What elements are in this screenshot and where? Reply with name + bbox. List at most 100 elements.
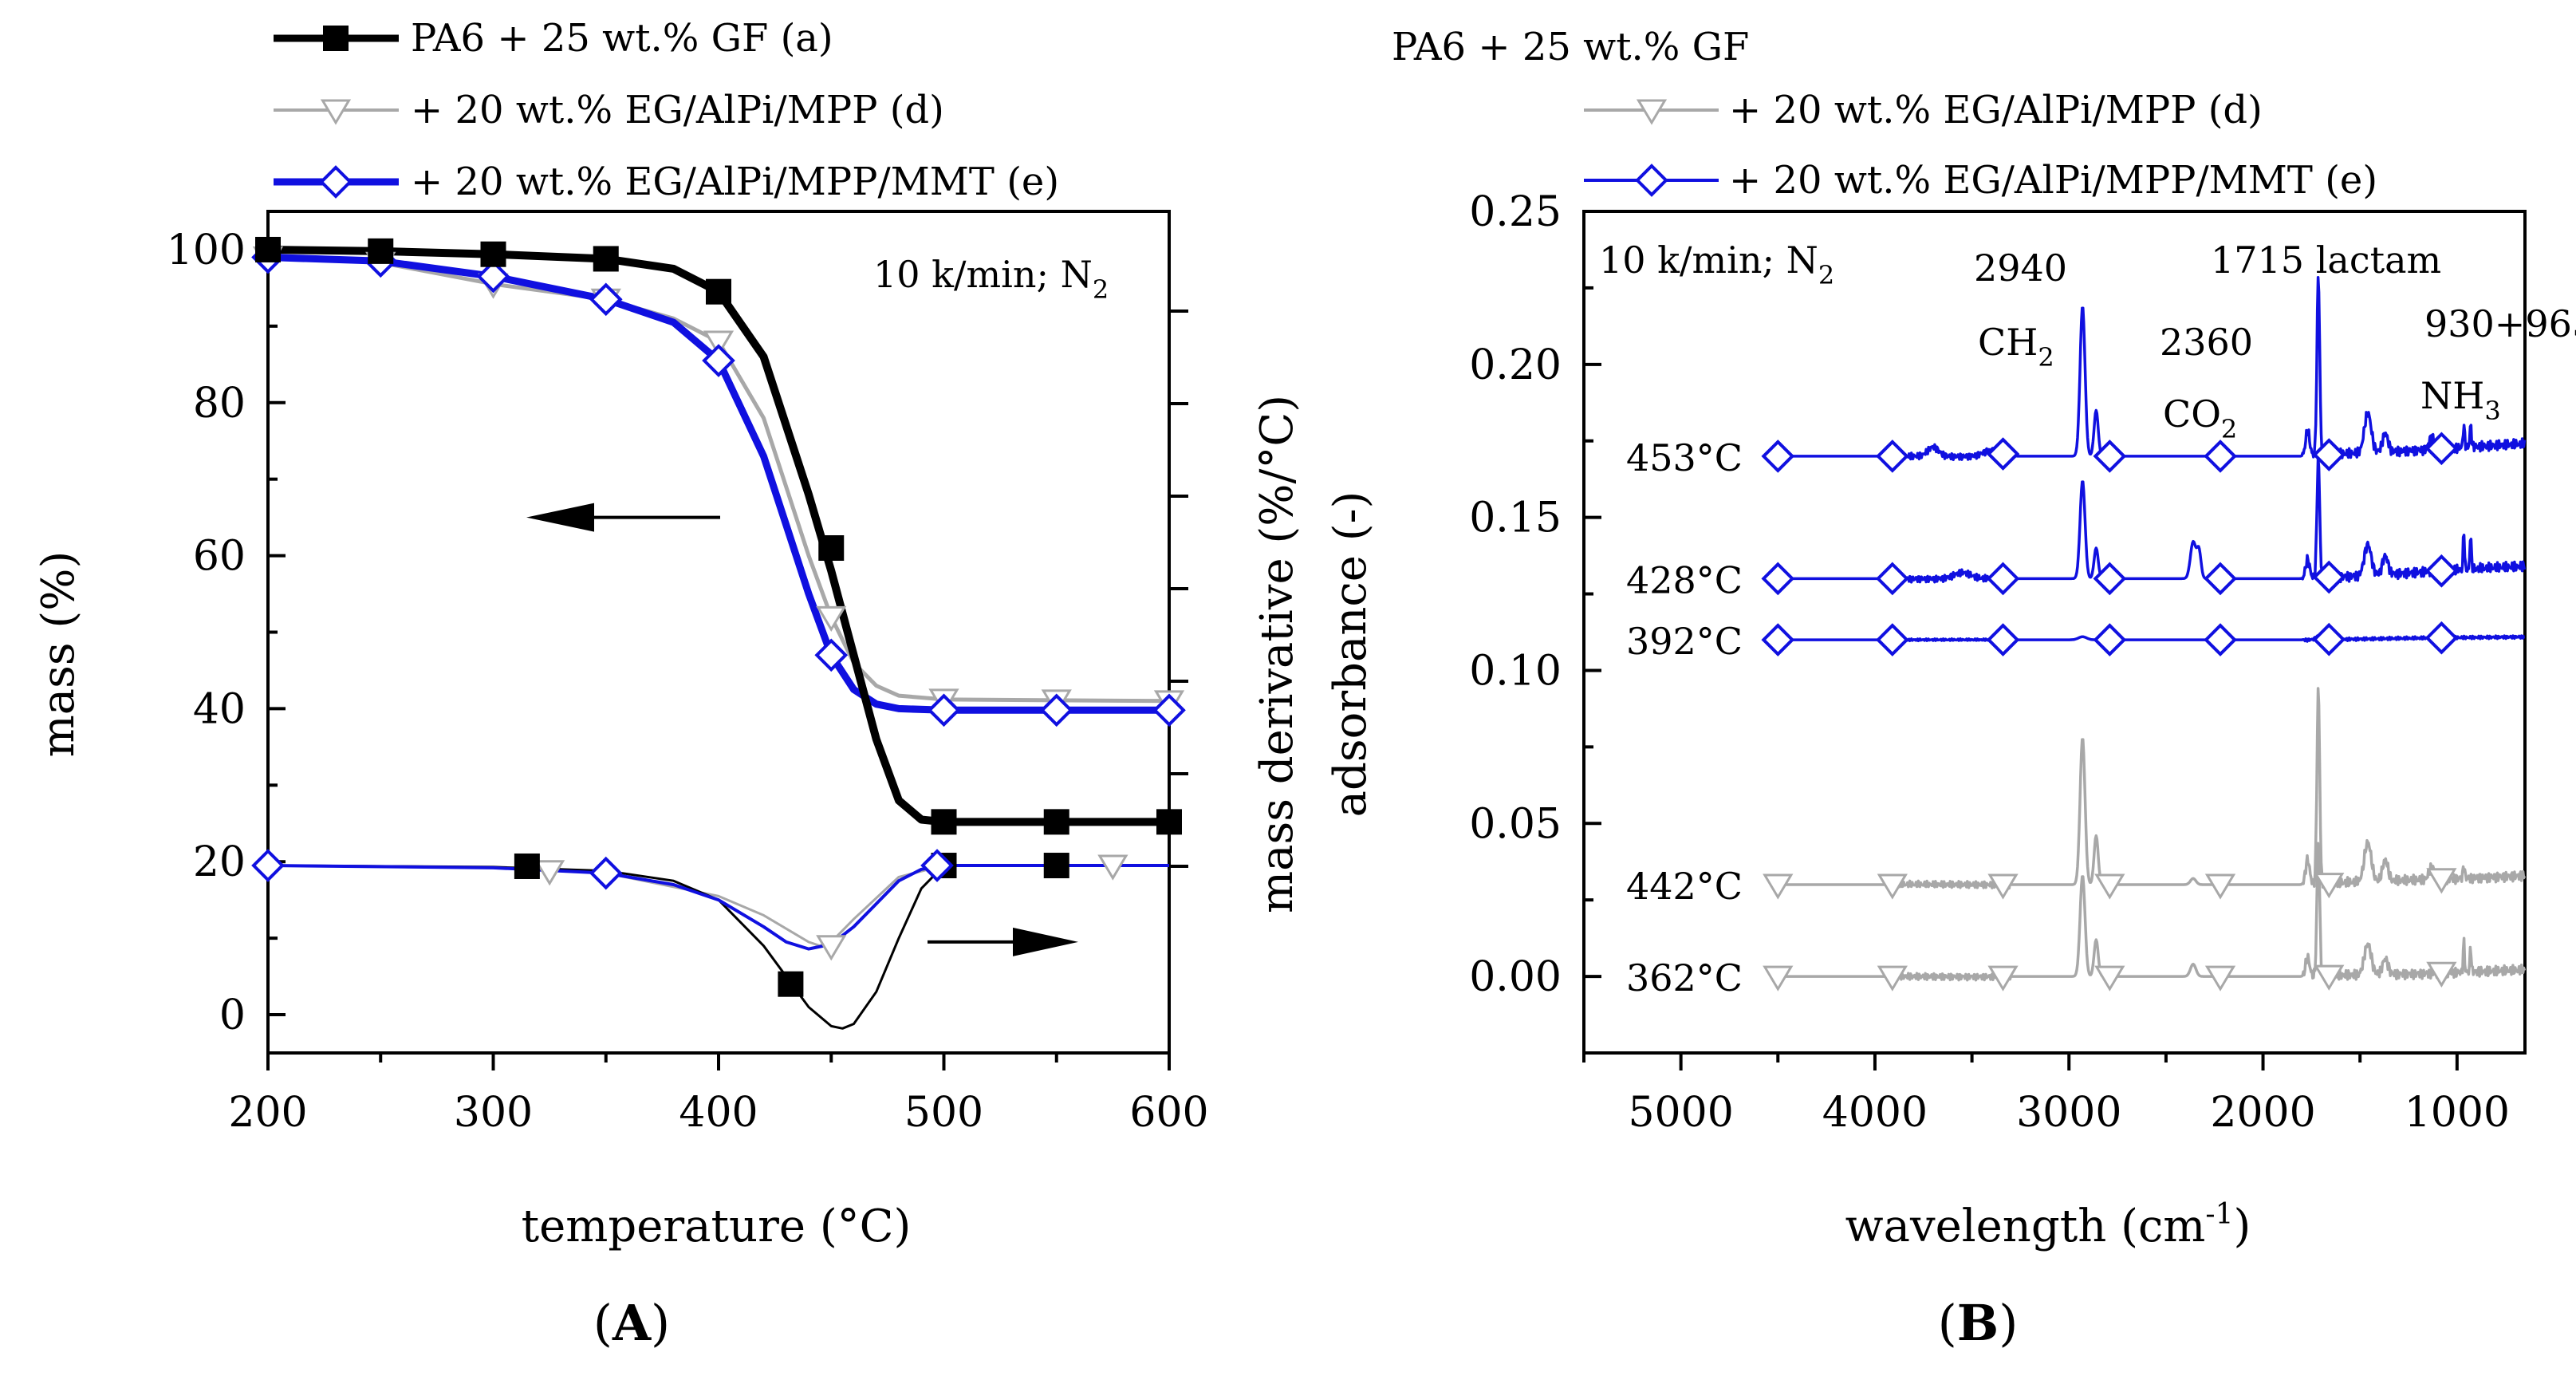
panel-b-ylabel: adsorbance (-)	[1325, 491, 1377, 818]
marker-spectrum-428-c	[2093, 562, 2127, 596]
curve-label-442-c: 442°C	[1626, 865, 1743, 908]
legend-label-b-20-wt-eg-alpi-mpp-mmt-e: + 20 wt.% EG/AlPi/MPP/MMT (e)	[1729, 158, 2377, 203]
panel-a-ytick-label-40: 40	[193, 685, 246, 733]
derivative-arrow-head	[1013, 927, 1078, 956]
panel-b-ytick-label-0.15: 0.15	[1469, 495, 1562, 542]
annotation-1715-lactam: 1715 lactam	[2211, 239, 2441, 282]
marker-spectrum-428-c	[2204, 562, 2237, 596]
marker-pa6-25-wt-gf-a-mass	[931, 809, 957, 835]
marker-spectrum-392-c	[2312, 622, 2346, 656]
marker-20-wt-eg-alpi-mpp-mmt-e-mass	[927, 693, 961, 727]
curve-label-362-c: 362°C	[1626, 956, 1743, 999]
panel-a-label: (A)	[593, 1294, 671, 1352]
marker-20-wt-eg-alpi-mpp-d-mass	[703, 330, 735, 357]
panel-b-chart: PA6 + 25 wt.% GF + 20 wt.% EG/AlPi/MPP (…	[1325, 25, 2576, 1352]
marker-spectrum-453-c	[1876, 440, 1909, 473]
marker-spectrum-362-c	[2426, 961, 2457, 988]
marker-spectrum-362-c	[2204, 965, 2236, 992]
marker-20-wt-eg-alpi-mpp-mmt-e-mass	[476, 259, 510, 294]
marker-20-wt-eg-alpi-mpp-d-mass-derivative	[1097, 854, 1128, 881]
marker-pa6-25-wt-gf-a-mass	[1156, 809, 1182, 835]
series-20-wt-eg-alpi-mpp-d-mass	[267, 255, 1170, 704]
marker-pa6-25-wt-gf-a-mass	[818, 535, 845, 561]
panel-a-ylabel: mass (%)	[33, 551, 85, 758]
legend-label-pa6-25-wt-gf-a: PA6 + 25 wt.% GF (a)	[411, 16, 833, 61]
panel-b-legend-title: PA6 + 25 wt.% GF	[1392, 25, 1749, 69]
mass-arrow-head	[526, 503, 594, 532]
marker-spectrum-442-c	[1763, 873, 1794, 900]
panel-a-xlabel: temperature (°C)	[522, 1201, 912, 1252]
marker-pa6-25-wt-gf-a-mass	[255, 236, 281, 262]
marker-20-wt-eg-alpi-mpp-mmt-e-mass	[702, 344, 735, 377]
panel-b-axes: 5000 4000 3000 2000 1000 0.00 0.05 0.10 0.15 0.20…	[1469, 188, 2527, 1137]
marker-spectrum-453-c	[2312, 438, 2346, 471]
curve-label-392-c: 392°C	[1626, 620, 1743, 663]
panel-a-xtick-label-400: 400	[679, 1089, 758, 1137]
panel-b-xlabel: wavelength (cm-1)	[1845, 1198, 2251, 1252]
curve-label-428-c: 428°C	[1626, 558, 1743, 601]
panel-a-y2label: mass derivative (%/°C)	[1251, 395, 1303, 913]
marker-spectrum-428-c	[1986, 562, 2020, 596]
series-20-wt-eg-alpi-mpp-mmt-e-mass	[267, 254, 1169, 714]
panel-a-ytick-label-100: 100	[167, 227, 246, 274]
marker-20-wt-eg-alpi-mpp-mmt-e-mass	[1039, 693, 1073, 727]
marker-spectrum-453-c	[2093, 440, 2127, 473]
marker-spectrum-442-c	[2426, 868, 2457, 894]
legend-marker-20-wt-eg-alpi-mpp-mmt-e	[319, 165, 353, 199]
marker-pa6-25-wt-gf-a-mass	[706, 278, 731, 305]
marker-spectrum-442-c	[2204, 873, 2236, 900]
marker-20-wt-eg-alpi-mpp-mmt-e-mass-derivative	[589, 856, 623, 890]
legend-label-20-wt-eg-alpi-mpp-d: + 20 wt.% EG/AlPi/MPP (d)	[411, 88, 944, 132]
panel-b-xtick-label-1000: 1000	[2405, 1089, 2510, 1137]
marker-pa6-25-wt-gf-a-mass-derivative	[1043, 853, 1069, 879]
marker-spectrum-362-c	[1987, 965, 2019, 992]
panel-b-ytick-label-0.20: 0.20	[1469, 341, 1562, 389]
annotation-ch2: CH2	[1978, 321, 2054, 373]
panel-a-chart: PA6 + 25 wt.% GF (a) + 20 wt.% EG/AlPi/MP…	[33, 16, 1303, 1352]
annotation-nh3: NH3	[2420, 374, 2501, 426]
annotation-2360: 2360	[2160, 321, 2253, 364]
panel-a-ytick-label-0: 0	[219, 992, 246, 1039]
marker-spectrum-442-c	[1987, 873, 2019, 900]
marker-spectrum-428-c	[2424, 554, 2459, 588]
panel-b-legend: + 20 wt.% EG/AlPi/MPP (d) + 20 wt.% EG/Al…	[1584, 88, 2377, 203]
marker-spectrum-362-c	[2094, 965, 2125, 992]
panel-a-xtick-label-500: 500	[904, 1089, 983, 1137]
marker-spectrum-392-c	[2204, 623, 2237, 656]
panel-a-legend: PA6 + 25 wt.% GF (a) + 20 wt.% EG/AlPi/MP…	[274, 16, 1059, 204]
marker-pa6-25-wt-gf-a-mass	[1043, 809, 1069, 835]
marker-20-wt-eg-alpi-mpp-mmt-e-mass	[589, 282, 623, 317]
marker-20-wt-eg-alpi-mpp-mmt-e-mass-derivative	[251, 849, 285, 882]
marker-spectrum-428-c	[2312, 560, 2346, 594]
marker-spectrum-442-c	[2094, 873, 2125, 900]
panel-a-condition: 10 k/min; N2	[873, 253, 1109, 305]
marker-spectrum-392-c	[2424, 621, 2459, 655]
panel-b-plot-frame	[1582, 210, 2527, 1055]
annotation-co2: CO2	[2163, 392, 2237, 444]
legend-marker-pa6-25-wt-gf-a	[323, 26, 349, 51]
panel-a-ytick-label-80: 80	[193, 380, 246, 428]
marker-spectrum-428-c	[1876, 562, 1909, 596]
panel-b-condition: 10 k/min; N2	[1599, 239, 1834, 290]
marker-spectrum-362-c	[2314, 964, 2345, 991]
panel-a-xtick-label-200: 200	[228, 1089, 307, 1137]
marker-spectrum-453-c	[1761, 440, 1795, 473]
marker-spectrum-453-c	[1986, 437, 2020, 471]
marker-20-wt-eg-alpi-mpp-d-mass-derivative	[816, 935, 847, 961]
marker-spectrum-362-c	[1877, 965, 1908, 992]
marker-spectrum-392-c	[1986, 623, 2020, 656]
panel-a-markers	[251, 236, 1186, 997]
marker-pa6-25-wt-gf-a-mass-derivative	[778, 971, 804, 997]
marker-spectrum-392-c	[1761, 623, 1795, 656]
panel-b-xtick-label-5000: 5000	[1628, 1089, 1733, 1137]
panel-b-ytick-label-0.25: 0.25	[1469, 188, 1562, 236]
panel-a-axes: 200 300 400 500 600 0 20 40 60 80 100	[167, 210, 1209, 1137]
panel-a-ytick-label-20: 20	[193, 838, 246, 886]
panel-a-ytick-label-60: 60	[193, 533, 246, 581]
marker-20-wt-eg-alpi-mpp-d-mass	[816, 605, 847, 633]
panel-b-xtick-label-2000: 2000	[2210, 1089, 2315, 1137]
panel-a-xtick-label-300: 300	[454, 1089, 533, 1137]
legend-label-b-20-wt-eg-alpi-mpp-d: + 20 wt.% EG/AlPi/MPP (d)	[1729, 88, 2263, 132]
